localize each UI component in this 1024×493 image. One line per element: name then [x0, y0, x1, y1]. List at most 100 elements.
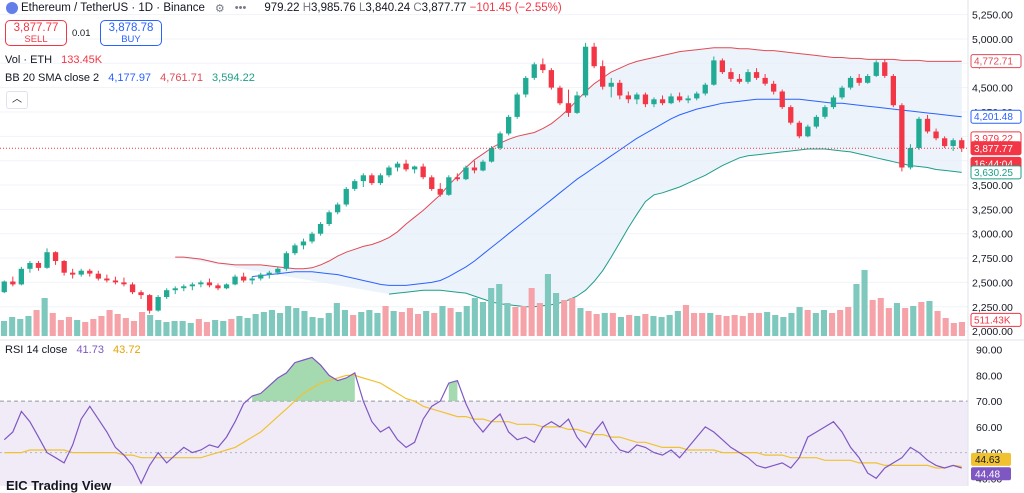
candle-body[interactable]: [847, 77, 854, 88]
candle-body[interactable]: [582, 46, 589, 96]
candle-body[interactable]: [112, 280, 119, 283]
candle-body[interactable]: [719, 60, 725, 73]
candle-body[interactable]: [369, 175, 375, 184]
candle-body[interactable]: [283, 253, 289, 269]
candle-body[interactable]: [591, 46, 597, 67]
bb-legend[interactable]: BB 20 SMA close 2 4,177.97 4,761.71 3,59…: [5, 72, 255, 84]
candle-body[interactable]: [813, 116, 819, 127]
candle-body[interactable]: [762, 77, 768, 84]
candle-body[interactable]: [463, 167, 469, 180]
rsi-tag[interactable]: [971, 452, 1011, 466]
candle-body[interactable]: [736, 78, 743, 82]
candle-body[interactable]: [942, 138, 948, 147]
candle-body[interactable]: [104, 278, 110, 281]
volume-legend[interactable]: Vol · ETH 133.45K: [5, 54, 102, 66]
candle-body[interactable]: [87, 270, 93, 274]
candle-body[interactable]: [429, 177, 435, 189]
price-tag[interactable]: [970, 54, 1022, 69]
candle-body[interactable]: [839, 87, 845, 98]
candle-body[interactable]: [617, 82, 623, 96]
candle-body[interactable]: [916, 118, 922, 148]
candle-body[interactable]: [258, 274, 264, 279]
candle-body[interactable]: [471, 167, 478, 171]
candle-body[interactable]: [138, 292, 144, 296]
candle-body[interactable]: [625, 95, 631, 100]
symbol-title[interactable]: Ethereum / TetherUS · 1D · Binance: [21, 2, 205, 14]
candle-body[interactable]: [523, 77, 529, 95]
candle-body[interactable]: [446, 177, 452, 195]
candle-body[interactable]: [147, 295, 153, 311]
buy-button[interactable]: 3,878.78 BUY: [100, 20, 162, 46]
candle-body[interactable]: [890, 76, 896, 106]
candle-body[interactable]: [565, 103, 572, 113]
candle-body[interactable]: [488, 148, 495, 162]
candle-body[interactable]: [711, 60, 717, 85]
candle-body[interactable]: [959, 140, 965, 149]
candle-body[interactable]: [360, 175, 366, 182]
candle-body[interactable]: [882, 62, 888, 76]
candle-body[interactable]: [873, 62, 879, 76]
candle-body[interactable]: [822, 107, 828, 117]
candle-body[interactable]: [189, 284, 195, 287]
candle-body[interactable]: [266, 272, 272, 275]
candle-body[interactable]: [172, 288, 178, 291]
candle-body[interactable]: [728, 72, 734, 79]
candle-body[interactable]: [95, 273, 101, 279]
price-tag[interactable]: [970, 109, 1022, 124]
candle-body[interactable]: [779, 91, 785, 108]
candle-body[interactable]: [933, 131, 939, 139]
candle-body[interactable]: [232, 276, 238, 285]
candle-body[interactable]: [155, 297, 161, 311]
candle-body[interactable]: [61, 261, 67, 273]
candle-body[interactable]: [317, 224, 324, 234]
candle-body[interactable]: [924, 118, 931, 132]
candle-body[interactable]: [335, 204, 341, 213]
candle-body[interactable]: [164, 290, 170, 297]
candle-body[interactable]: [557, 87, 563, 104]
candle-body[interactable]: [394, 163, 401, 168]
candle-body[interactable]: [309, 233, 315, 242]
candle-body[interactable]: [856, 77, 862, 83]
candle-body[interactable]: [241, 276, 247, 281]
candle-body[interactable]: [343, 188, 349, 205]
candle-body[interactable]: [181, 286, 187, 289]
candle-body[interactable]: [950, 140, 956, 146]
candle-body[interactable]: [249, 278, 255, 281]
candle-body[interactable]: [78, 270, 84, 275]
price-tag[interactable]: [970, 165, 1022, 180]
candle-body[interactable]: [480, 161, 486, 171]
candle-body[interactable]: [531, 64, 537, 78]
price-tag[interactable]: [970, 312, 1022, 327]
candle-body[interactable]: [548, 70, 554, 88]
candle-body[interactable]: [506, 116, 512, 134]
candle-body[interactable]: [412, 166, 418, 170]
candlesticks[interactable]: [0, 42, 968, 314]
rsi-pane[interactable]: [0, 356, 968, 486]
rsi-tag[interactable]: [971, 467, 1011, 481]
candle-body[interactable]: [198, 282, 204, 285]
candle-body[interactable]: [1, 281, 7, 293]
rsi-line[interactable]: [3, 356, 962, 485]
candle-body[interactable]: [377, 175, 384, 184]
candle-body[interactable]: [121, 282, 127, 285]
price-tag[interactable]: [970, 141, 1022, 156]
candle-body[interactable]: [659, 99, 666, 104]
candle-body[interactable]: [745, 72, 751, 82]
candle-body[interactable]: [497, 133, 503, 148]
candle-body[interactable]: [70, 272, 76, 275]
candle-body[interactable]: [292, 245, 298, 254]
candle-body[interactable]: [677, 96, 683, 101]
candle-body[interactable]: [830, 97, 837, 108]
candle-body[interactable]: [600, 66, 606, 87]
candle-body[interactable]: [634, 94, 640, 100]
candle-body[interactable]: [702, 84, 708, 94]
candle-body[interactable]: [52, 252, 59, 261]
candle-body[interactable]: [454, 177, 460, 180]
candle-body[interactable]: [35, 263, 42, 268]
candle-body[interactable]: [44, 252, 50, 268]
candle-body[interactable]: [206, 282, 213, 286]
candle-body[interactable]: [386, 167, 392, 176]
gear-icon[interactable]: ⚙: [214, 2, 225, 15]
candle-body[interactable]: [403, 163, 409, 170]
